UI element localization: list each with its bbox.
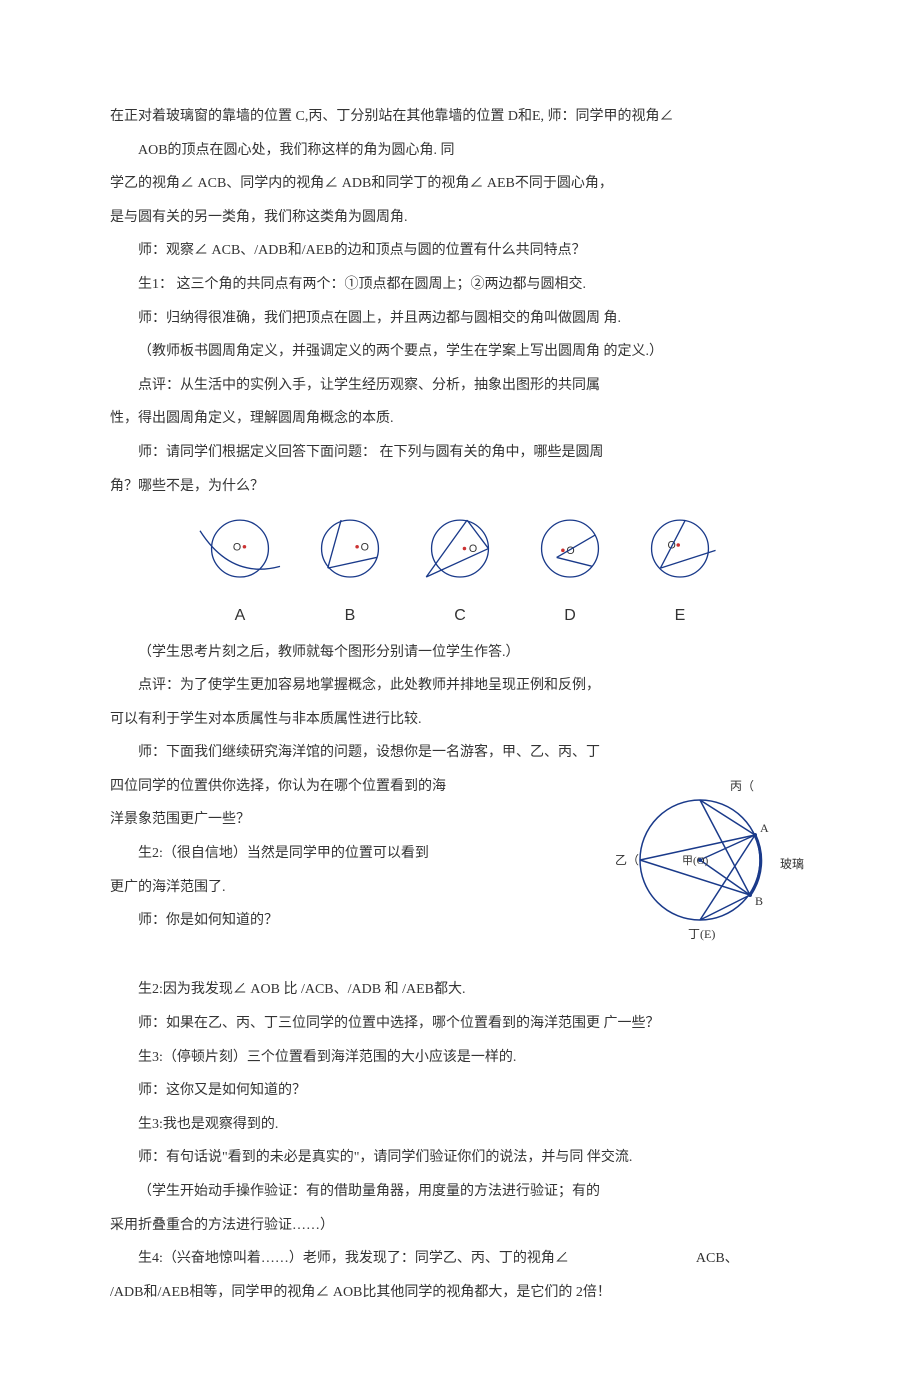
figures-row: O A O B O C O D [110, 513, 810, 635]
paragraph: 师：下面我们继续研究海洋馆的问题，设想你是一名游客，甲、乙、丙、丁 [110, 736, 810, 770]
paragraph: AOB的顶点在圆心处，我们称这样的角为圆心角. 同 [110, 134, 810, 168]
diagram-label-b: B [755, 894, 763, 908]
paragraph: 性，得出圆周角定义，理解圆周角概念的本质. [110, 402, 810, 436]
paragraph: 学乙的视角∠ ACB、同学内的视角∠ ADB和同学丁的视角∠ AEB不同于圆心角… [110, 167, 810, 201]
paragraph: （学生思考片刻之后，教师就每个图形分别请一位学生作答.） [110, 636, 810, 670]
figure-b-label: B [345, 597, 356, 635]
paragraph: 师：这你又是如何知道的？ [110, 1074, 810, 1108]
svg-text:O: O [233, 541, 241, 553]
circle-d-svg: O [525, 513, 615, 593]
paragraph: 生1： 这三个角的共同点有两个：①顶点都在圆周上；②两边都与圆相交. [110, 268, 810, 302]
svg-text:O: O [469, 543, 477, 555]
paragraph: 生4:（兴奋地惊叫着……）老师，我发现了：同学乙、丙、丁的视角∠ ACB、 [110, 1242, 810, 1276]
paragraph: 师：观察∠ ACB、/ADB和/AEB的边和顶点与圆的位置有什么共同特点？ [110, 234, 810, 268]
figure-a: O A [195, 513, 285, 635]
figure-b: O B [305, 513, 395, 635]
circle-e-svg: O [635, 513, 725, 593]
paragraph: 点评：为了使学生更加容易地掌握概念，此处教师并排地呈现正例和反例， [110, 669, 810, 703]
circle-a-svg: O [195, 513, 285, 593]
paragraph: 角？哪些不是，为什么？ [110, 470, 810, 504]
figure-e: O E [635, 513, 725, 635]
paragraph: （教师板书圆周角定义，并强调定义的两个要点，学生在学案上写出圆周角 的定义.） [110, 335, 810, 369]
paragraph: 在正对着玻璃窗的靠墙的位置 C,丙、丁分别站在其他靠墙的位置 D和E, 师：同学… [110, 100, 810, 134]
paragraph: 师：有句话说"看到的未必是真实的"，请同学们验证你们的说法，并与同 伴交流. [110, 1141, 810, 1175]
position-diagram-svg: A B 丙（ 乙（ 甲(O) 玻璃 丁(E) [610, 770, 810, 950]
paragraph: 生3:我也是观察得到的. [110, 1108, 810, 1142]
diagram-label-bing: 丙（ [730, 779, 754, 793]
figure-e-label: E [675, 597, 686, 635]
circle-c-svg: O [415, 513, 505, 593]
paragraph: /ADB和/AEB相等，同学甲的视角∠ AOB比其他同学的视角都大，是它们的 2… [110, 1276, 810, 1310]
paragraph: 可以有利于学生对本质属性与非本质属性进行比较. [110, 703, 810, 737]
figure-d: O D [525, 513, 615, 635]
diagram-label-a: A [760, 821, 769, 835]
text-span: 生4:（兴奋地惊叫着……）老师，我发现了：同学乙、丙、丁的视角∠ [138, 1251, 569, 1266]
figure-c: O C [415, 513, 505, 635]
figure-d-label: D [564, 597, 576, 635]
diagram-label-yi: 乙（ [615, 853, 639, 867]
svg-text:O: O [361, 541, 369, 553]
diagram-label-jia: 甲(O) [682, 855, 709, 867]
paragraph: 师：请同学们根据定义回答下面问题： 在下列与圆有关的角中，哪些是圆周 [110, 436, 810, 470]
paragraph: 师：如果在乙、丙、丁三位同学的位置中选择，哪个位置看到的海洋范围更 广一些？ [110, 1007, 810, 1041]
diagram-label-boli: 玻璃 [780, 857, 804, 871]
paragraph: 点评：从生活中的实例入手，让学生经历观察、分析，抽象出图形的共同属 [110, 369, 810, 403]
paragraph: 师：归纳得很准确，我们把顶点在圆上，并且两边都与圆相交的角叫做圆周 角. [110, 302, 810, 336]
circle-b-svg: O [305, 513, 395, 593]
paragraph: 采用折叠重合的方法进行验证……） [110, 1209, 810, 1243]
paragraph: 生3:（停顿片刻）三个位置看到海洋范围的大小应该是一样的. [110, 1041, 810, 1075]
paragraph: 生2:因为我发现∠ AOB 比 /ACB、/ADB 和 /AEB都大. [110, 973, 810, 1007]
position-diagram: A B 丙（ 乙（ 甲(O) 玻璃 丁(E) [610, 770, 810, 964]
text-span: ACB、 [696, 1251, 739, 1266]
diagram-label-ding: 丁(E) [688, 927, 715, 941]
figure-c-label: C [454, 597, 466, 635]
paragraph: （学生开始动手操作验证：有的借助量角器，用度量的方法进行验证；有的 [110, 1175, 810, 1209]
figure-a-label: A [235, 597, 246, 635]
paragraph: 是与圆有关的另一类角，我们称这类角为圆周角. [110, 201, 810, 235]
